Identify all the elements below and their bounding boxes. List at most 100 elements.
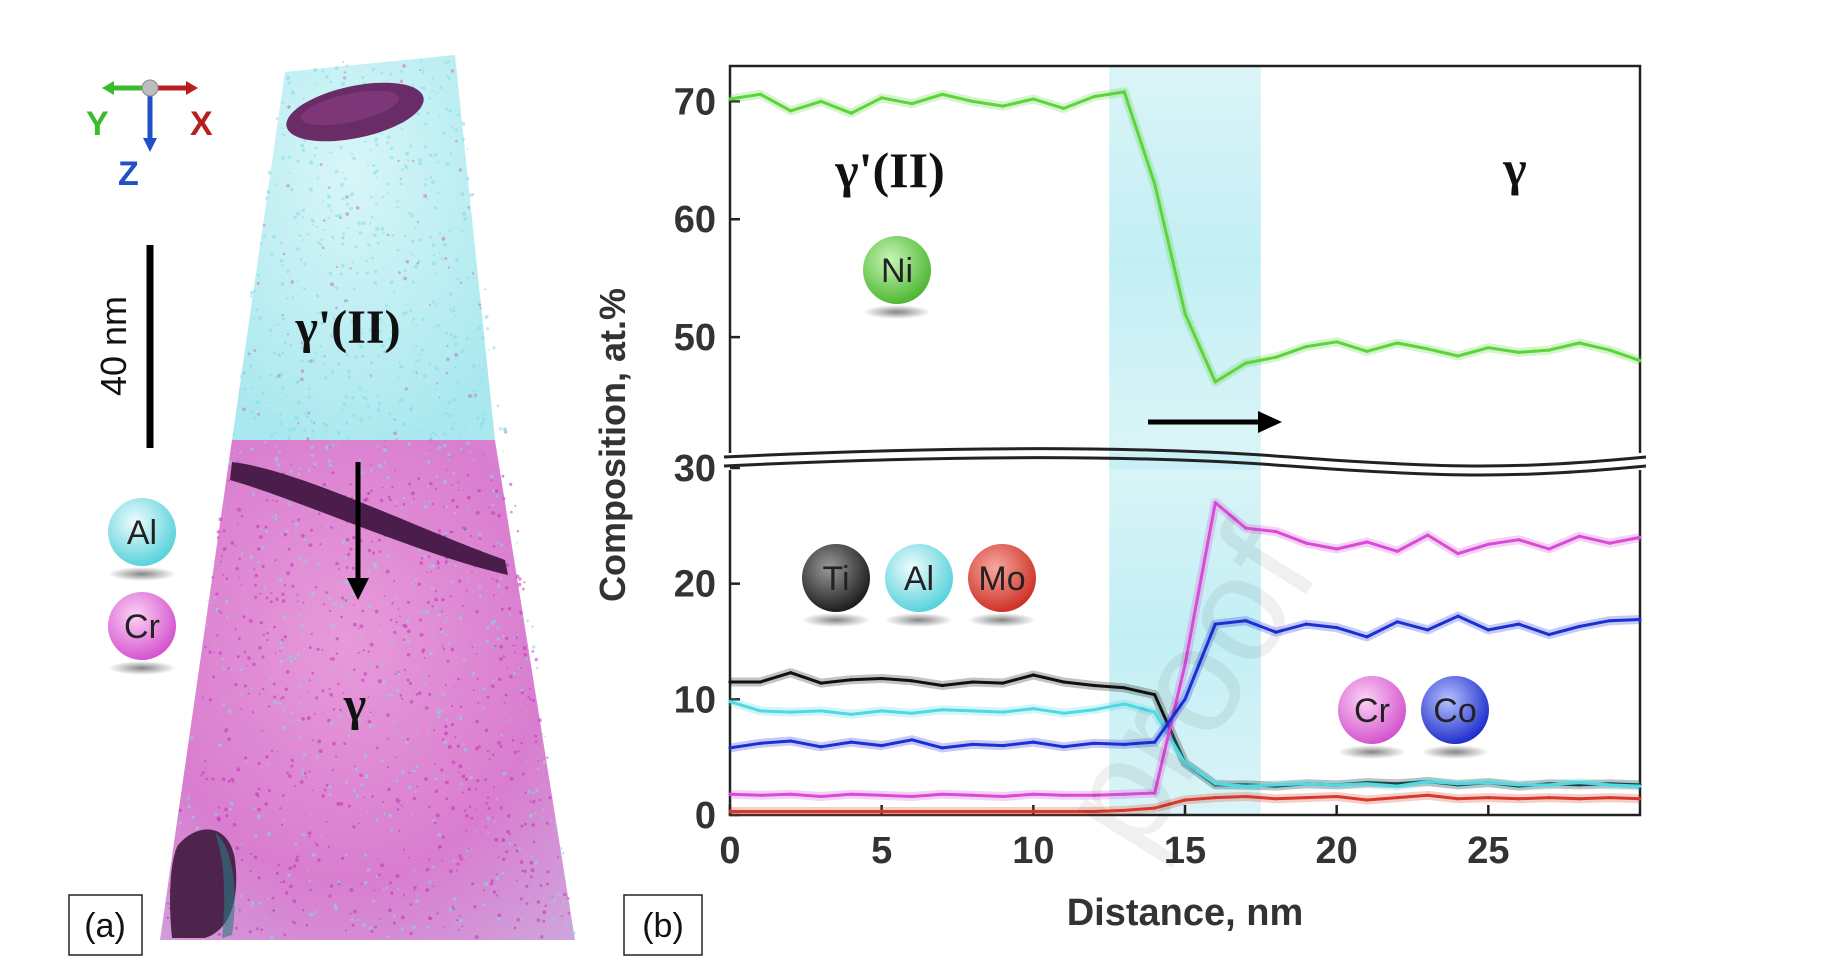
legend-ball-co: Co xyxy=(1421,676,1489,759)
data-point-ni xyxy=(819,99,823,103)
data-point-co xyxy=(1395,620,1399,624)
data-point-ti xyxy=(1092,683,1096,688)
data-point-co xyxy=(1031,740,1035,744)
data-point-al xyxy=(1577,781,1581,785)
data-point-ni xyxy=(1153,182,1157,186)
panel-a-label: (a) xyxy=(84,907,126,945)
data-point-al xyxy=(1456,782,1460,786)
data-point-co xyxy=(758,741,762,745)
data-point-ti xyxy=(1031,673,1035,677)
data-point-co xyxy=(1577,624,1581,629)
data-point-ni xyxy=(849,111,853,115)
data-point-co xyxy=(1213,622,1217,626)
data-point-al xyxy=(758,709,762,713)
data-point-mo xyxy=(1153,806,1157,810)
data-point-mo xyxy=(1426,793,1430,797)
data-point-mo xyxy=(1577,797,1581,801)
data-point-mo xyxy=(1304,796,1308,800)
atom-speckle xyxy=(166,60,576,940)
data-point-ni xyxy=(1031,97,1035,101)
data-point-co xyxy=(1547,633,1551,637)
axis-break xyxy=(723,447,1647,477)
data-point-ni xyxy=(1213,380,1217,384)
data-point-mo xyxy=(819,809,823,814)
data-point-ni xyxy=(1486,346,1490,350)
data-point-mo xyxy=(1031,809,1035,814)
gamma-prime-gamma-interface xyxy=(230,462,508,575)
data-point-ni xyxy=(789,109,793,113)
phase-annotation-right: γ xyxy=(1502,140,1526,196)
data-point-ni xyxy=(1062,106,1066,110)
data-point-cr xyxy=(1456,552,1460,556)
data-point-ti xyxy=(758,680,762,684)
data-point-al xyxy=(849,712,853,717)
data-point-al xyxy=(728,700,732,704)
data-point-ni xyxy=(1122,90,1126,94)
data-point-ti xyxy=(1153,693,1157,697)
data-point-al xyxy=(1395,784,1399,788)
legend-ball-cr: Cr xyxy=(1338,676,1406,759)
data-point-cr xyxy=(1122,792,1126,796)
data-point-co xyxy=(789,739,793,743)
y-tick-label-lower: 30 xyxy=(674,448,716,490)
legend-label-cr: Cr xyxy=(124,608,160,646)
data-point-al xyxy=(910,711,914,715)
data-point-al xyxy=(1365,782,1369,786)
coordinate-axes-icon xyxy=(102,79,198,152)
x-axis-ticks: 0 5 10 15 20 25 xyxy=(719,805,1509,872)
data-point-co xyxy=(849,740,853,744)
y-axis-ticks-lower: 0 10 20 30 xyxy=(674,448,740,837)
data-point-cr xyxy=(1547,547,1551,551)
data-point-cr xyxy=(1638,535,1642,540)
data-point-cr xyxy=(819,794,823,799)
panel-a-legend: Al Cr xyxy=(108,498,176,675)
data-point-ti xyxy=(1122,686,1126,690)
data-point-co xyxy=(1304,622,1308,626)
y-tick-label-upper: 50 xyxy=(674,317,716,359)
data-point-al xyxy=(1183,761,1187,765)
interface-band-lower xyxy=(1109,455,1261,815)
x-tick-label: 25 xyxy=(1467,830,1509,872)
data-point-al xyxy=(1001,710,1005,714)
y-axis-ticks-upper: 50 60 70 xyxy=(674,81,740,359)
data-point-mo xyxy=(1122,808,1126,813)
data-point-ni xyxy=(1577,341,1581,345)
y-tick-label-lower: 0 xyxy=(695,795,716,837)
data-point-cr xyxy=(1304,541,1308,545)
data-point-ni xyxy=(1274,355,1278,359)
x-tick-label: 10 xyxy=(1012,830,1054,872)
data-point-mo xyxy=(1001,809,1005,814)
series-ni xyxy=(728,87,1642,387)
data-point-ni xyxy=(1244,361,1248,365)
data-point-mo xyxy=(849,809,853,814)
series-cr xyxy=(728,498,1642,801)
data-point-ni xyxy=(1638,359,1642,363)
data-point-cr xyxy=(849,792,853,796)
data-point-al xyxy=(1517,783,1521,787)
data-point-ni xyxy=(1608,348,1612,352)
legend-label-al: Al xyxy=(127,514,157,552)
data-point-mo xyxy=(1638,797,1642,801)
interface-direction-arrow xyxy=(1148,411,1282,433)
data-point-co xyxy=(1638,617,1642,622)
data-point-ni xyxy=(1183,311,1187,316)
data-point-mo xyxy=(1335,794,1339,799)
data-point-ti xyxy=(849,678,853,682)
data-point-al xyxy=(1062,711,1066,715)
legend-label-mo: Mo xyxy=(978,560,1025,598)
data-point-al xyxy=(1153,710,1157,714)
data-point-ni xyxy=(1517,350,1521,354)
data-point-mo xyxy=(1274,797,1278,801)
data-point-ti xyxy=(1001,681,1005,685)
data-point-mo xyxy=(1062,809,1066,814)
data-point-cr xyxy=(1365,540,1369,544)
legend-ball-mo: Mo xyxy=(968,544,1036,627)
data-point-cr xyxy=(728,792,732,796)
data-point-al xyxy=(1304,782,1308,786)
data-point-ni xyxy=(1365,349,1369,353)
data-point-mo xyxy=(1486,796,1490,800)
phase-annotation-left: γ'(II) xyxy=(834,142,945,198)
data-point-cr xyxy=(1001,794,1005,799)
data-point-co xyxy=(1122,742,1126,747)
